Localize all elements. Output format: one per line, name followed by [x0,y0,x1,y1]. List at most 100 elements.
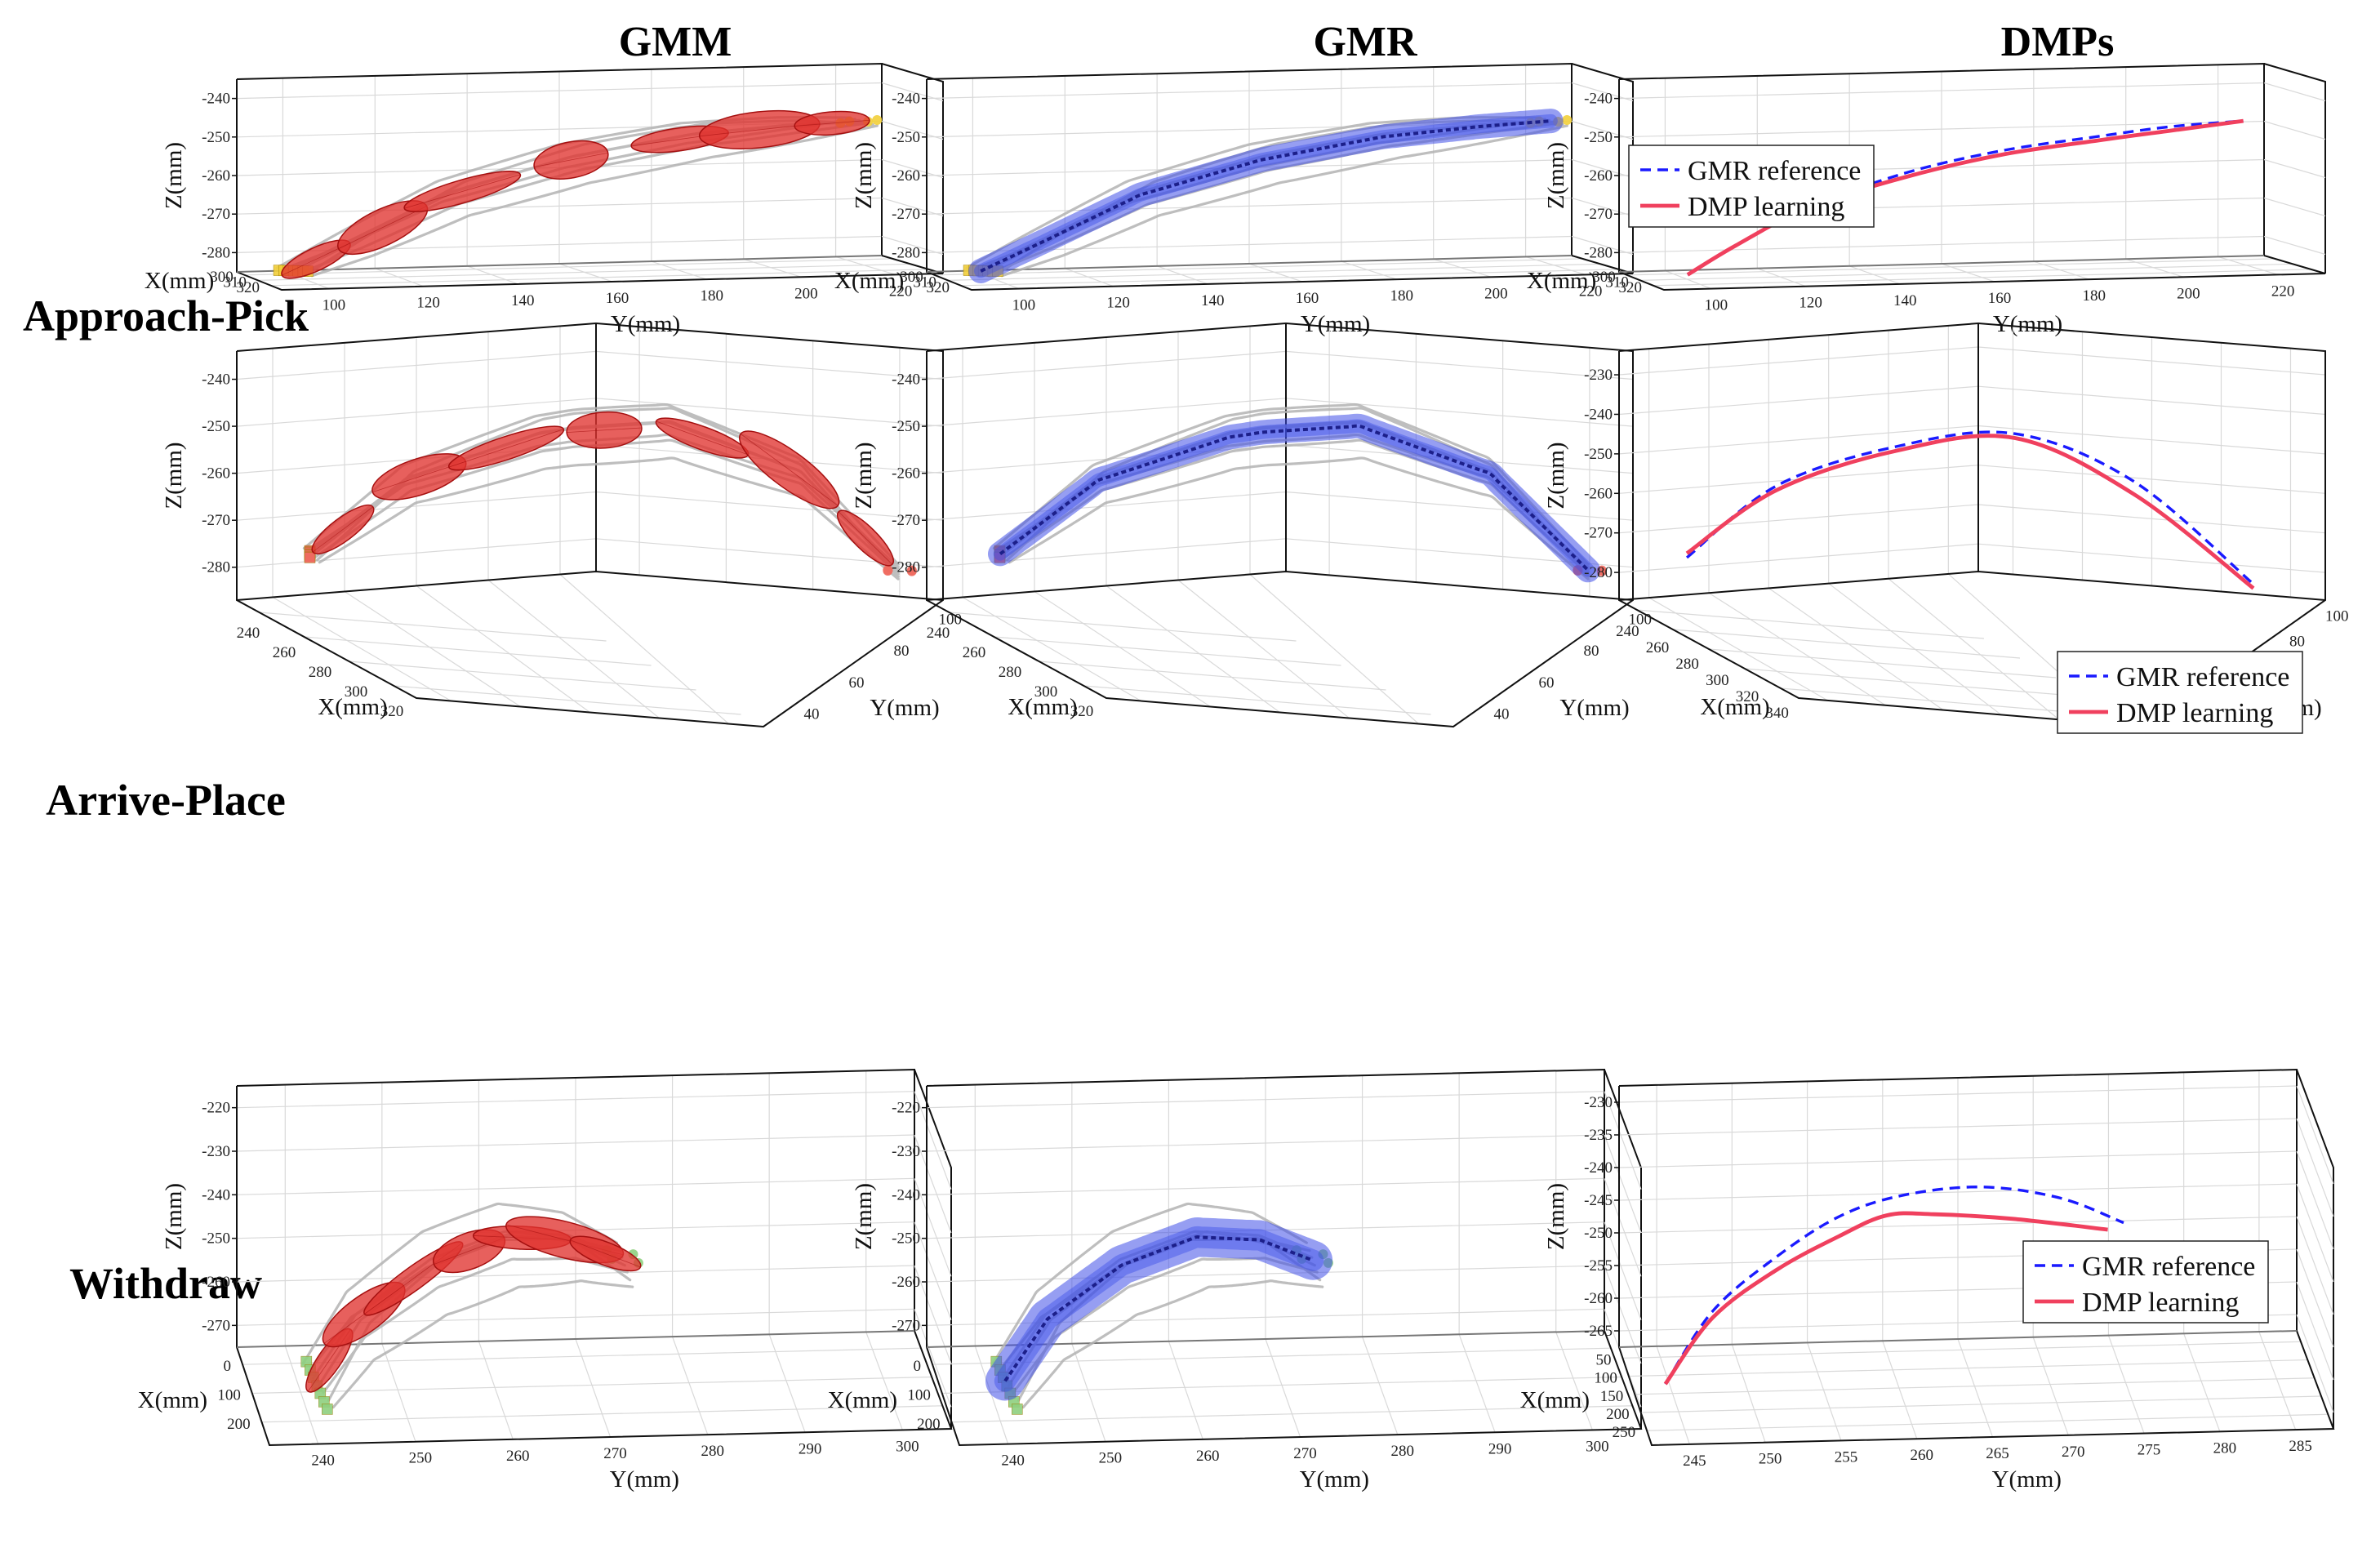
legend-label-gmr-reference: GMR reference [2116,662,2289,692]
axes-box [236,322,944,728]
x-axis-label: X(mm) [1527,268,1596,294]
z-tick-label: -240 [1584,406,1613,423]
x-tick-label: 320 [380,703,404,720]
gaussian-mesh-line [338,206,427,249]
subplot-arrive-place-gmm: -240 -250 -260 -270 -280 240 260 280 300 320 40 60 8… [161,322,962,728]
gaussian-mesh-line [838,511,893,565]
y-tick-label: 140 [1201,292,1225,309]
y-tick-label: 270 [2062,1444,2085,1461]
y-tick-label: 255 [1835,1448,1858,1466]
gmm-gaussians [305,1216,642,1393]
demonstration-trajectory [310,124,879,278]
axes-frame [236,62,944,291]
x-axis-label: X(mm) [1008,694,1077,720]
z-grid-line [914,1134,952,1234]
end-marker [872,115,883,126]
z-tick-label: -260 [892,465,920,483]
axes-box-side [2263,63,2326,274]
gaussian-mesh-line [570,1239,641,1268]
y-grid-line [1555,1332,1593,1430]
z-tick-label: -220 [202,1100,230,1117]
z-grid-line [2296,1314,2334,1413]
z-tick-label: -240 [202,371,230,389]
z-tick-label: -230 [1584,367,1613,384]
z-tick-label: -245 [1584,1192,1613,1209]
z-grid-line [1604,1134,1642,1234]
y-tick-label: 200 [2177,285,2200,302]
demonstration-trajectory [1000,124,1568,278]
grid-lines [1618,325,2326,725]
x-grid-line [932,1347,1611,1365]
y-axis-label: Y(mm) [1559,695,1629,721]
gaussian-mesh-line [312,506,374,553]
x-tick-label: 320 [1619,279,1643,296]
x-grid-line [416,585,590,713]
y-grid-line [1168,1341,1203,1440]
z-tick-label: -270 [202,1317,230,1334]
z-grid-line [914,1221,952,1320]
column-title-dmps: DMPs [2001,19,2115,65]
y-grid-line [1083,685,1431,715]
x-grid-line [1640,1395,2322,1413]
axes-box [926,322,1634,728]
x-grid-line [1635,1377,2315,1395]
subplot-approach-pick-gmm: -240 -250 -260 -270 -280 100 120 140 160 180 200 22… [145,62,944,337]
x-grid-line [344,590,521,708]
x-axis-label: X(mm) [145,268,214,294]
x-tick-label: 300 [210,269,234,286]
x-tick-label: 300 [1034,683,1058,701]
x-tick-label: 0 [224,1358,232,1375]
x-axis-label: X(mm) [318,694,387,720]
z-tick-label: -260 [892,1274,920,1291]
x-grid-line [242,1347,921,1365]
x-grid-line [951,1405,1633,1423]
y-tick-label: 300 [1586,1438,1609,1455]
x-tick-label: 240 [1616,623,1639,640]
z-tick-label: -220 [892,1100,920,1117]
z-tick-label: -260 [202,167,230,185]
y-tick-label: 180 [700,287,723,305]
y-grid-line [1656,1346,1690,1445]
y-tick-label: 120 [1106,295,1130,312]
y-grid-line [1882,1341,1918,1439]
x-grid-line [1628,1359,2308,1377]
x-tick-label: 150 [1600,1388,1624,1405]
x-grid-line [947,263,1601,281]
z-grid-line [2263,120,2326,140]
z-tick-label: -270 [892,206,920,223]
gmr-mean-path [980,119,1551,273]
axes-edge [236,255,883,273]
z-tick-label: -250 [1584,1225,1613,1242]
y-grid-line [1708,648,2057,678]
start-marker [304,552,316,563]
legend-label-gmr-reference: GMR reference [2082,1252,2255,1282]
y-tick-label: 280 [1391,1443,1415,1460]
x-grid-line [272,596,452,702]
x-tick-label: 280 [999,664,1022,681]
y-tick-label: 80 [894,643,910,660]
y-tick-label: 250 [1099,1450,1123,1467]
demonstration-trajectory [331,1279,634,1409]
y-grid-line [259,612,607,642]
x-grid-line [934,258,1583,276]
y-grid-line [478,1341,514,1440]
z-grid-line [914,1309,952,1408]
z-grid-line [881,120,944,140]
axes-edge [926,255,1573,273]
z-tick-label: -250 [1584,129,1613,146]
axes-edge [1618,255,2265,273]
y-tick-label: 40 [804,706,820,723]
z-grid-line [2296,1216,2334,1315]
x-tick-label: 50 [1595,1351,1611,1368]
x-tick-label: 240 [927,625,950,642]
z-grid-line [2296,1183,2334,1283]
x-grid-line [1653,269,2311,287]
axes-box-side [2296,1069,2334,1429]
z-tick-label: -240 [202,1186,230,1203]
x-tick-label: 300 [1592,269,1616,286]
z-tick-label: -270 [892,512,920,529]
z-tick-label: -260 [1584,485,1613,502]
y-grid-line [1744,668,2093,698]
y-axis-label: Y(mm) [870,695,939,721]
gaussian-mesh-line [740,434,839,506]
